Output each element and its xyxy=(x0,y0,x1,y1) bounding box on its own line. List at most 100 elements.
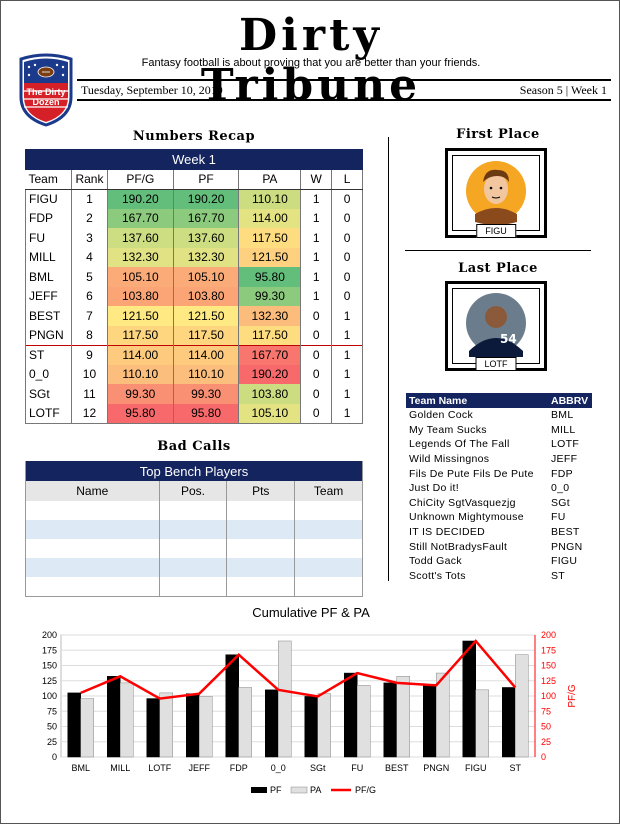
y-tick-label: 125 xyxy=(42,676,57,686)
recap-pfg-cell: 95.80 xyxy=(107,403,174,424)
recap-pa-cell: 105.10 xyxy=(238,403,302,424)
pf-bar xyxy=(344,672,358,758)
x-tick-label: FDP xyxy=(230,763,248,773)
cumulative-chart: Cumulative PF & PA 0 0 25 25 50 50 75 75 100 100 1… xyxy=(25,597,597,811)
recap-losses-cell: 0 xyxy=(331,267,363,287)
chart-title: Cumulative PF & PA xyxy=(252,605,370,620)
recap-rank-cell: 2 xyxy=(71,208,108,228)
recap-pfg-cell: 117.50 xyxy=(107,325,174,345)
recap-losses-cell: 0 xyxy=(331,189,363,209)
legend-pf-swatch xyxy=(251,787,267,793)
recap-row: FDP 2 167.70 167.70 114.00 1 0 xyxy=(25,208,363,228)
abbr-row: Wild Missingnos JEFF xyxy=(406,452,592,467)
x-tick-label: SGt xyxy=(310,763,326,773)
last-place-heading: Last Place xyxy=(458,261,538,276)
recap-losses-cell: 1 xyxy=(331,306,363,326)
recap-pfg-cell: 190.20 xyxy=(107,189,174,209)
recap-body: FIGU 1 190.20 190.20 110.10 1 0 FDP 2 167.70 167.7… xyxy=(25,189,363,424)
bench-band: Top Bench Players xyxy=(25,461,363,481)
logo-text-line-2: Dozen xyxy=(32,97,60,107)
recap-pfg-cell: 137.60 xyxy=(107,228,174,248)
first-place-photo-frame: FIGU xyxy=(445,148,547,238)
abbr-team-name: Unknown Mightymouse xyxy=(409,511,524,524)
recap-rank-cell: 4 xyxy=(71,247,108,267)
abbr-row: Still NotBradysFault PNGN xyxy=(406,539,592,554)
recap-pfg-cell: 114.00 xyxy=(107,344,174,365)
recap-header-w: W xyxy=(300,169,333,190)
x-tick-label: FU xyxy=(351,763,363,773)
pf-bar xyxy=(423,685,437,758)
y2-tick-label: 0 xyxy=(541,752,546,762)
abbr-code: SGt xyxy=(551,496,570,509)
abbr-row: Fils De Pute Fils De Pute FDP xyxy=(406,466,592,481)
recap-header-rank: Rank xyxy=(71,169,108,190)
abbr-row: ChiCity SgtVasquezjg SGt xyxy=(406,496,592,511)
last-place-team-label: LOTF xyxy=(475,357,517,371)
numbers-recap-heading: Numbers Recap xyxy=(132,129,256,144)
recap-team-cell: BEST xyxy=(25,306,72,326)
abbr-row: Todd Gack FIGU xyxy=(406,554,592,569)
pfg-line xyxy=(80,639,517,700)
recap-pf-cell: 137.60 xyxy=(173,228,240,248)
abbr-row: My Team Sucks MILL xyxy=(406,423,592,438)
recap-rank-cell: 12 xyxy=(71,403,108,424)
x-tick-label: ST xyxy=(509,763,521,773)
y-tick-label: 150 xyxy=(42,661,57,671)
x-tick-label: MILL xyxy=(110,763,130,773)
pf-bar xyxy=(107,676,121,758)
recap-losses-cell: 0 xyxy=(331,286,363,306)
pf-bar xyxy=(146,698,160,758)
abbr-code: FIGU xyxy=(551,555,578,568)
abbr-row: Just Do it! 0_0 xyxy=(406,481,592,496)
recap-rank-cell: 7 xyxy=(71,306,108,326)
x-tick-label: BEST xyxy=(385,763,409,773)
recap-losses-cell: 0 xyxy=(331,208,363,228)
recap-rank-cell: 6 xyxy=(71,286,108,306)
pa-bar xyxy=(515,654,529,758)
recap-team-cell: FU xyxy=(25,228,72,248)
recap-week-band: Week 1 xyxy=(25,149,363,170)
legend-pa-swatch xyxy=(290,786,308,794)
recap-pf-cell: 105.10 xyxy=(173,267,240,287)
abbr-code: ST xyxy=(551,569,566,582)
pa-bar xyxy=(159,692,173,758)
recap-header-pa: PA xyxy=(238,169,302,190)
recap-team-cell: PNGN xyxy=(25,325,72,345)
pf-bar xyxy=(67,692,81,758)
pf-bar xyxy=(462,640,476,758)
recap-row: MILL 4 132.30 132.30 121.50 1 0 xyxy=(25,247,363,267)
first-place-photo: FIGU xyxy=(452,155,540,238)
recap-pfg-cell: 110.10 xyxy=(107,364,174,384)
recap-pf-cell: 190.20 xyxy=(173,189,240,209)
recap-row: FIGU 1 190.20 190.20 110.10 1 0 xyxy=(25,189,363,209)
recap-rank-cell: 1 xyxy=(71,189,108,209)
last-place-avatar-icon: 54 xyxy=(466,293,526,357)
pf-bar xyxy=(225,654,239,758)
first-place-avatar-icon xyxy=(466,161,526,225)
pa-bar xyxy=(357,685,371,758)
y-tick-label: 100 xyxy=(42,691,57,701)
recap-team-cell: ST xyxy=(25,344,72,365)
bench-row xyxy=(25,577,363,597)
abbr-code: PNGN xyxy=(551,540,583,553)
recap-team-cell: 0_0 xyxy=(25,364,72,384)
abbr-code: MILL xyxy=(551,423,576,436)
bench-row xyxy=(25,558,363,577)
recap-wins-cell: 0 xyxy=(300,306,333,326)
abbr-code: FDP xyxy=(551,467,573,480)
abbr-team-name: Just Do it! xyxy=(409,482,459,495)
recap-pf-cell: 117.50 xyxy=(173,325,240,345)
recap-header-pf: PF xyxy=(173,169,240,190)
recap-pa-cell: 117.50 xyxy=(238,228,302,248)
recap-losses-cell: 1 xyxy=(331,344,363,365)
x-tick-label: FIGU xyxy=(465,763,487,773)
recap-wins-cell: 1 xyxy=(300,247,333,267)
recap-header-team: Team xyxy=(25,169,72,190)
recap-row: 0_0 10 110.10 110.10 190.20 0 1 xyxy=(25,364,363,384)
abbr-team-name: ChiCity SgtVasquezjg xyxy=(409,496,516,509)
x-tick-label: PNGN xyxy=(423,763,449,773)
masthead-tagline: Fantasy football is about proving that y… xyxy=(141,57,481,69)
recap-losses-cell: 1 xyxy=(331,325,363,345)
recap-row: BML 5 105.10 105.10 95.80 1 0 xyxy=(25,267,363,287)
recap-losses-cell: 1 xyxy=(331,364,363,384)
